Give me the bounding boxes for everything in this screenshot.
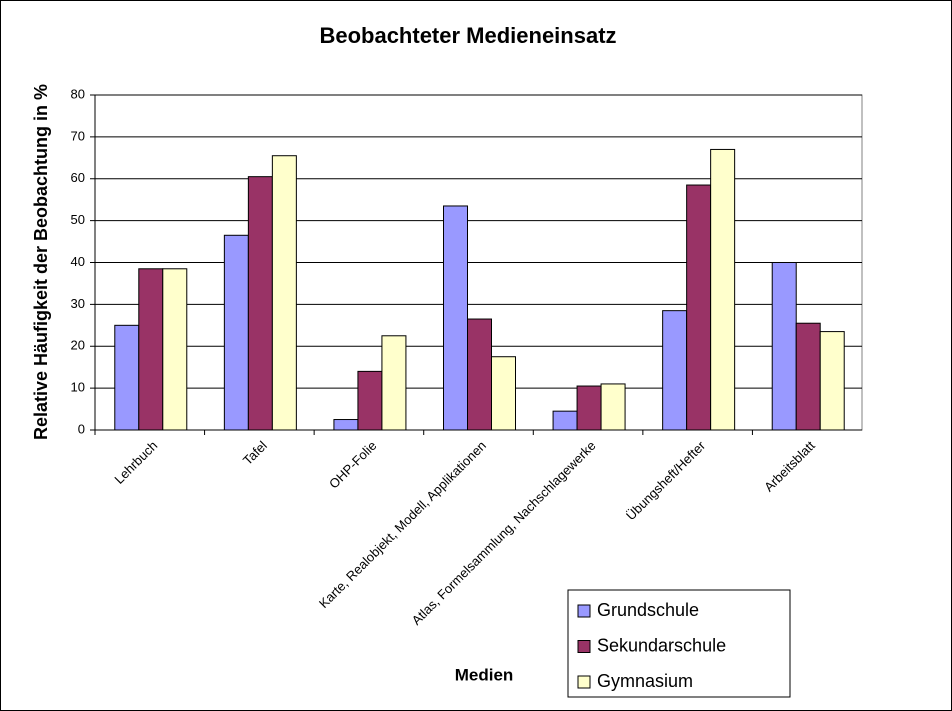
bar xyxy=(333,419,359,431)
y-tick-label: 0 xyxy=(78,421,85,436)
bar xyxy=(710,148,736,431)
bar xyxy=(138,268,164,431)
bar xyxy=(662,310,688,431)
legend-swatch xyxy=(577,604,591,618)
y-tick-label: 50 xyxy=(71,212,85,227)
y-tick-label: 70 xyxy=(71,128,85,143)
legend-label: Gymnasium xyxy=(597,671,693,691)
bar xyxy=(552,410,578,431)
y-tick-label: 40 xyxy=(71,254,85,269)
y-tick-label: 30 xyxy=(71,296,85,311)
y-tick-label: 80 xyxy=(71,86,85,101)
legend-swatch xyxy=(577,640,591,653)
bar xyxy=(271,155,297,431)
legend-swatch xyxy=(577,675,591,689)
bar xyxy=(381,335,407,431)
x-axis-label: Medien xyxy=(455,665,514,684)
legend-label: Grundschule xyxy=(597,600,699,620)
bar xyxy=(600,383,626,431)
bar xyxy=(819,331,845,431)
bar xyxy=(223,234,249,431)
bar xyxy=(576,385,602,431)
bar xyxy=(771,262,797,431)
bar xyxy=(467,318,492,431)
bar xyxy=(686,184,712,431)
bar xyxy=(357,370,383,431)
y-tick-label: 10 xyxy=(71,380,85,395)
bar xyxy=(443,205,468,431)
y-tick-label: 20 xyxy=(71,338,85,353)
legend-label: Sekundarschule xyxy=(597,635,726,655)
bar xyxy=(162,268,188,431)
chart-title: Beobachteter Medieneinsatz xyxy=(319,23,616,48)
bar xyxy=(247,176,273,431)
bar xyxy=(114,324,140,431)
legend xyxy=(567,589,791,698)
y-tick-label: 60 xyxy=(71,170,85,185)
bar xyxy=(491,356,516,431)
y-axis-label: Relative Häufigkeit der Beobachtung in % xyxy=(31,84,51,440)
bar xyxy=(795,322,821,431)
